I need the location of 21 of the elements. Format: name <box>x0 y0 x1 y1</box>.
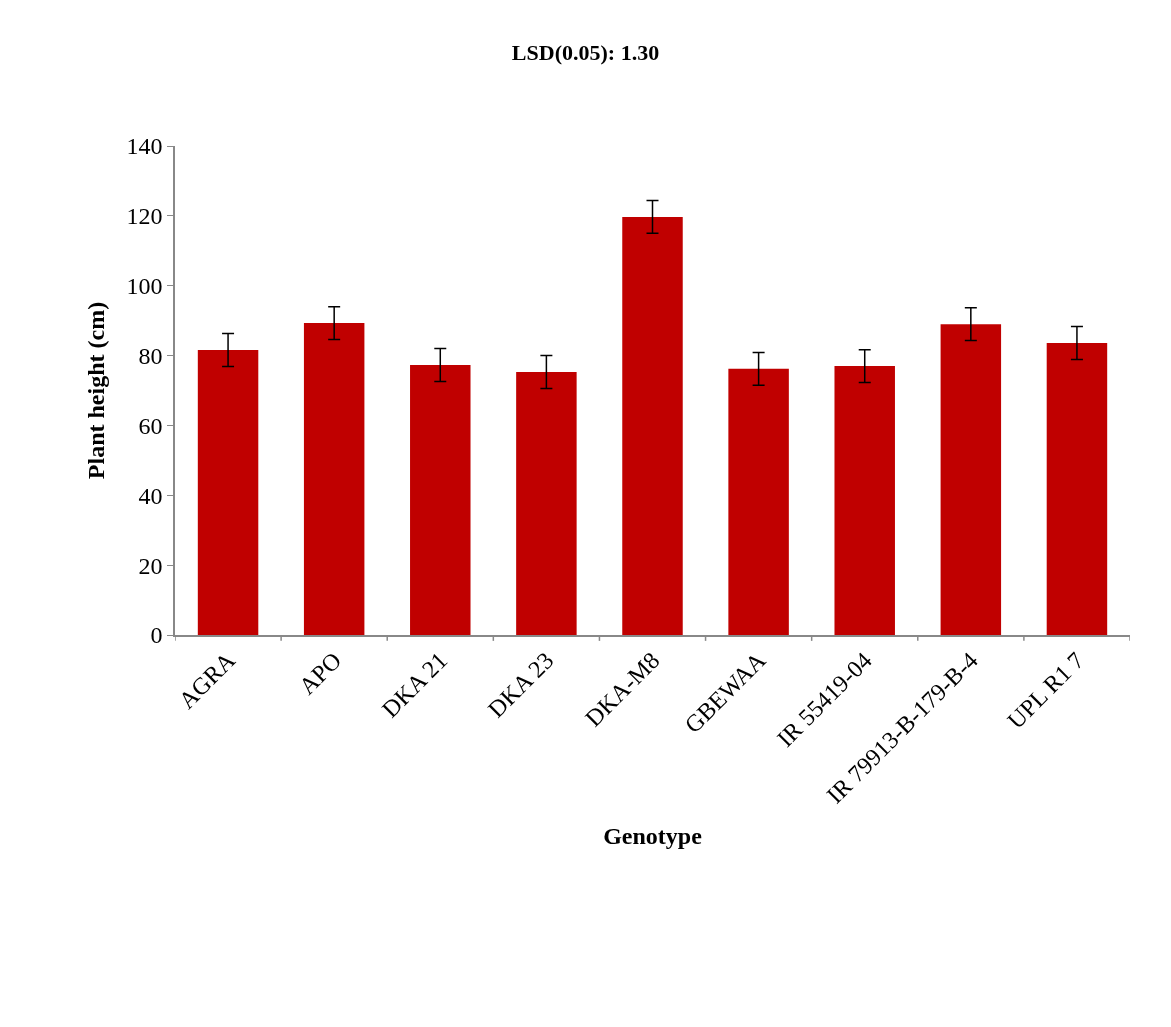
y-tick-label: 20 <box>138 552 163 579</box>
y-tick-label: 140 <box>126 133 163 160</box>
x-axis-title: Genotype <box>603 823 703 850</box>
bar <box>834 366 895 635</box>
bar <box>728 368 789 635</box>
bar <box>940 324 1002 635</box>
bar <box>410 365 471 635</box>
y-tick-label: 80 <box>138 342 163 369</box>
bar <box>516 371 577 635</box>
y-tick-label: 60 <box>138 412 163 439</box>
bar <box>1046 343 1108 635</box>
bar <box>622 216 683 635</box>
y-tick-label: 120 <box>126 203 163 230</box>
y-axis-title: Plant height (cm) <box>83 301 110 480</box>
x-tick-label: UPL R1 7 <box>1002 647 1089 734</box>
y-tick-label: 40 <box>138 482 163 509</box>
y-tick-label: 100 <box>126 273 163 300</box>
bar <box>303 323 365 635</box>
bar <box>197 349 259 635</box>
y-tick-label: 0 <box>150 622 163 649</box>
chart-title: LSD(0.05): 1.30 <box>511 39 660 65</box>
